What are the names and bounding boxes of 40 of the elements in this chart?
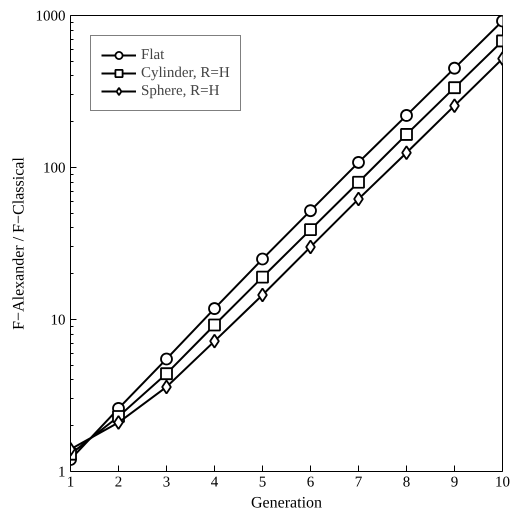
point	[256, 252, 269, 266]
point	[208, 318, 221, 332]
legend-label: Sphere, R=H	[141, 82, 220, 100]
legend-label: Cylinder, R=H	[141, 64, 230, 82]
x-tick-label: 9	[450, 474, 458, 490]
x-tick-label: 4	[210, 474, 219, 490]
x-tick-label: 2	[114, 474, 122, 490]
point	[353, 192, 364, 206]
legend-label: Flat	[141, 46, 164, 64]
point	[304, 204, 317, 218]
x-tick-label: 6	[306, 474, 315, 490]
y-tick-label: 1000	[36, 8, 66, 24]
point	[208, 302, 221, 315]
y-tick-label: 10	[50, 312, 66, 328]
point	[160, 367, 173, 380]
point	[304, 223, 317, 236]
point	[160, 352, 173, 366]
point	[352, 156, 365, 169]
point	[448, 62, 461, 75]
point	[400, 109, 413, 122]
point	[257, 288, 268, 302]
point	[401, 145, 412, 160]
point	[448, 81, 461, 94]
point	[209, 334, 220, 349]
y-tick-label: 1	[58, 464, 66, 480]
y-tick-label: 100	[43, 160, 66, 176]
x-tick-label: 5	[258, 474, 266, 490]
x-tick-label: 10	[495, 474, 510, 490]
y-axis-title: F−Alexander / F−Classical	[10, 156, 28, 330]
point	[305, 240, 316, 254]
point	[352, 176, 365, 189]
point	[256, 270, 269, 284]
x-tick-label: 8	[402, 474, 410, 490]
x-tick-label: 3	[162, 474, 170, 490]
x-axis-title: Generation	[250, 494, 322, 512]
point	[161, 380, 172, 394]
x-tick-label: 7	[354, 474, 363, 490]
point	[113, 415, 124, 430]
point	[449, 98, 460, 114]
point	[400, 128, 413, 141]
